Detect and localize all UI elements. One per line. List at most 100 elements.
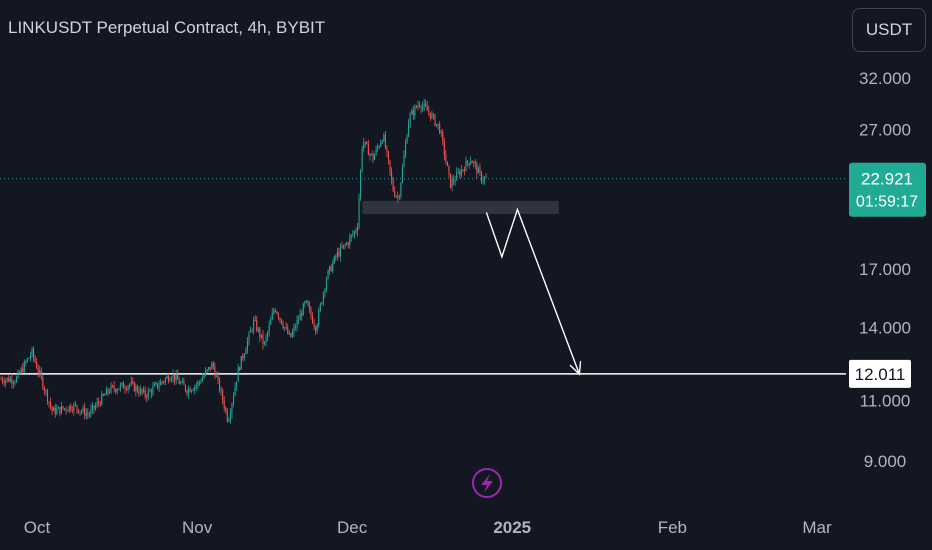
candle-body — [454, 180, 456, 182]
candle-body — [426, 106, 428, 111]
candle-body — [82, 407, 84, 412]
currency-button[interactable]: USDT — [852, 8, 926, 52]
candle-body — [387, 151, 390, 161]
candle-body — [118, 388, 120, 390]
candle-body — [318, 310, 320, 326]
candle-body — [53, 407, 55, 411]
candle-body — [271, 313, 273, 320]
candle-body — [432, 114, 434, 116]
candle-body — [260, 334, 262, 338]
candle-body — [147, 390, 149, 398]
candle-body — [161, 381, 163, 383]
candle-body — [391, 171, 393, 180]
candle-body — [374, 154, 376, 160]
candle-body — [482, 180, 484, 182]
candle-body — [296, 320, 298, 328]
candle-body — [23, 362, 25, 372]
candle-body — [121, 382, 123, 385]
candle-body — [356, 227, 359, 232]
candle-body — [149, 390, 151, 392]
candle-body — [73, 404, 75, 411]
candle-body — [245, 349, 247, 355]
candle-body — [91, 405, 93, 410]
candle-body — [360, 170, 362, 199]
candle-body — [126, 389, 128, 391]
candle-body — [284, 327, 286, 329]
candle-body — [188, 388, 190, 394]
candle-body — [470, 161, 472, 165]
candle-body — [164, 378, 166, 382]
candle-body — [20, 368, 22, 374]
candle-body — [310, 308, 312, 316]
x-axis-tick-label: Mar — [802, 518, 832, 537]
candle-body — [65, 408, 67, 411]
candle-body — [370, 153, 372, 155]
candle-body — [169, 379, 171, 382]
candle-body — [29, 355, 31, 358]
candle-body — [172, 374, 174, 379]
candle-body — [276, 311, 278, 314]
candle-body — [398, 196, 400, 198]
candle-body — [263, 342, 266, 344]
candle-body — [51, 406, 53, 411]
candle-body — [22, 368, 24, 372]
candle-body — [3, 381, 5, 384]
candle-body — [361, 148, 363, 171]
candle-body — [138, 391, 140, 394]
candle-body — [325, 278, 328, 289]
candle-body — [5, 380, 7, 384]
candle-body — [293, 327, 295, 333]
candle-body — [428, 110, 430, 113]
candle-body — [423, 103, 425, 107]
candle-body — [33, 348, 35, 358]
candle-body — [200, 381, 202, 383]
candle-body — [383, 134, 385, 142]
candle-body — [198, 381, 200, 383]
candle-body — [87, 413, 89, 415]
candle-body — [265, 336, 267, 343]
candle-body — [330, 266, 332, 272]
projection-arrowhead — [569, 361, 582, 376]
candle-body — [81, 411, 83, 413]
candle-body — [363, 143, 365, 149]
candle-body — [177, 374, 179, 380]
candle-body — [288, 333, 290, 335]
candle-body — [217, 375, 219, 379]
projection-path[interactable] — [485, 207, 581, 375]
candle-body — [152, 386, 154, 394]
candle-body — [449, 173, 452, 188]
candle-body — [43, 388, 45, 391]
candle-body — [277, 313, 279, 318]
candle-body — [70, 405, 72, 411]
candle-body — [429, 112, 431, 119]
candle-body — [240, 356, 242, 370]
level-price-value: 12.011 — [855, 365, 906, 384]
candle-body — [324, 288, 326, 293]
y-axis-tick-label: 32.000 — [859, 69, 911, 88]
lightning-icon[interactable] — [472, 468, 502, 498]
candle-body — [76, 405, 78, 410]
candle-body — [237, 367, 239, 382]
candle-body — [239, 367, 241, 370]
candle-body — [209, 367, 211, 370]
candle-body — [358, 198, 360, 228]
candle-body — [129, 384, 131, 387]
candle-body — [305, 300, 307, 303]
candle-body — [256, 319, 258, 331]
candle-body — [195, 385, 197, 387]
candle-body — [42, 377, 44, 389]
candle-body — [367, 144, 369, 156]
support-zone[interactable] — [362, 200, 559, 214]
candle-body — [157, 382, 159, 388]
chart-title: LINKUSDT Perpetual Contract, 4h, BYBIT — [8, 18, 326, 37]
candle-body — [71, 410, 73, 412]
candle-body — [262, 334, 264, 344]
lightning-icon-glyph — [481, 474, 493, 493]
candle-body — [219, 378, 221, 391]
candle-body — [294, 327, 297, 329]
candle-body — [181, 381, 183, 383]
y-axis-tick-label: 27.000 — [859, 120, 911, 139]
candle-body — [462, 169, 464, 171]
bar-countdown: 01:59:17 — [856, 194, 918, 211]
